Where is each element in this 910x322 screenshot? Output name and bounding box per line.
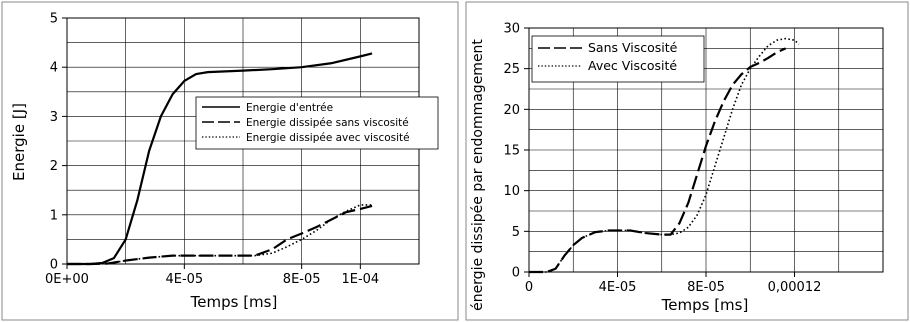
series-group-energie [67,52,373,266]
legend-label-1: Energie d'entrée [246,102,333,114]
y-tick-label: 3 [50,110,58,125]
legend-label-2: Energie dissipée sans viscosité [246,117,409,129]
tick-labels-energie: 0E+00 4E-05 8E-05 1E-04 0 1 2 3 4 5 [45,12,379,288]
series-line-3 [67,204,373,265]
chart-energie: 0E+00 4E-05 8E-05 1E-04 0 1 2 3 4 5 Temps [ms] En… [1,1,459,321]
legend-label-2: Avec Viscosité [588,58,677,73]
y-tick-label: 20 [503,103,520,118]
x-tick-label: 4E-05 [165,272,203,287]
series-line-1 [67,52,373,266]
x-tick-label: 4E-05 [599,280,637,295]
y-tick-label: 15 [503,144,520,159]
x-axis-title-endommagement: Temps [ms] [661,296,749,314]
x-tick-label: 8E-05 [283,272,321,287]
tick-labels-endommagement: 0 4E-05 8E-05 0,00012 0 5 10 15 20 25 30 [503,22,821,296]
y-tick-label: 1 [50,208,58,223]
legend-energie: Energie d'entrée Energie dissipée sans vi… [195,96,439,150]
legend-label-1: Sans Viscosité [588,40,678,55]
y-tick-label: 0 [50,258,58,273]
y-tick-label: 25 [503,62,520,77]
y-axis-title-energie: Energie [J] [10,103,28,181]
x-axis-title-energie: Temps [ms] [190,293,278,311]
chart-frame-energie [1,1,459,321]
legend-box [195,96,439,150]
y-axis-title-endommagement: énergie dissipée par endommagement [470,39,486,311]
y-tick-label: 10 [503,184,520,199]
series-line-2 [529,37,800,273]
y-tick-label: 4 [50,61,58,76]
legend-box [531,35,705,83]
x-tick-label: 0E+00 [45,272,89,287]
y-tick-label: 5 [512,225,520,240]
series-line-1 [529,47,787,274]
y-tick-label: 30 [503,22,520,37]
legend-endommagement: Sans Viscosité Avec Viscosité [531,35,705,83]
x-tick-label: 0,00012 [768,280,822,295]
series-group-endommagement [529,37,800,274]
y-tick-label: 0 [512,266,520,281]
x-tick-label: 0 [525,280,533,295]
axes-endommagement [524,27,884,277]
y-tick-label: 5 [50,12,58,27]
y-tick-label: 2 [50,159,58,174]
x-tick-label: 8E-05 [687,280,725,295]
x-tick-label: 1E-04 [341,272,379,287]
chart-endommagement: 0 4E-05 8E-05 0,00012 0 5 10 15 20 25 30 Temps [ms… [465,1,909,321]
legend-label-3: Energie dissipée avec viscosité [246,132,410,144]
